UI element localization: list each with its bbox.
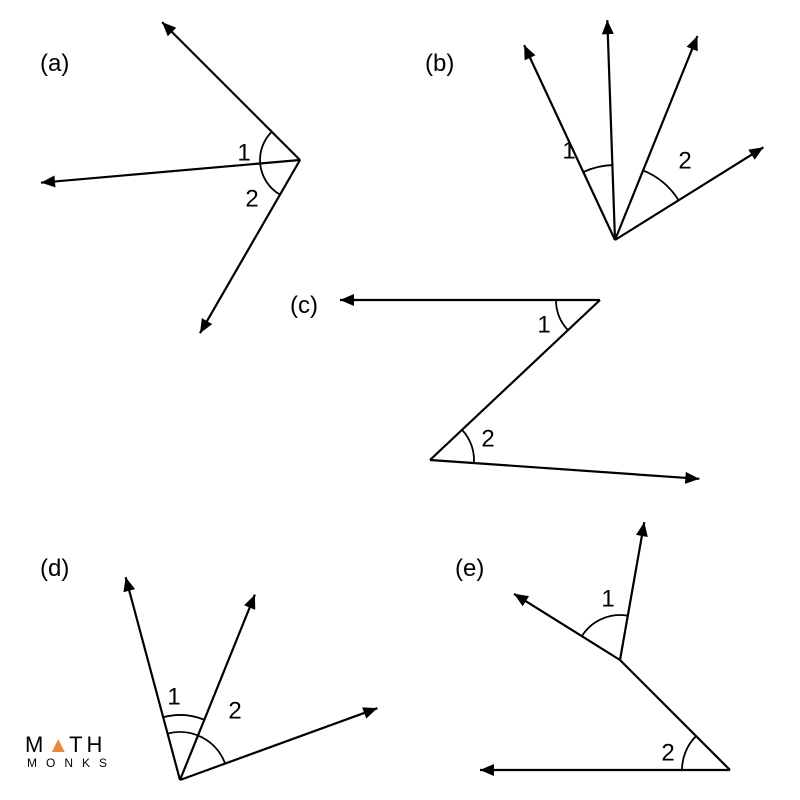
logo-triangle-icon: ▲ bbox=[47, 732, 69, 757]
logo-line1-post: TH bbox=[69, 732, 106, 757]
svg-text:2: 2 bbox=[678, 147, 691, 174]
svg-text:2: 2 bbox=[245, 185, 258, 212]
svg-text:1: 1 bbox=[562, 137, 575, 164]
panel-label: (c) bbox=[290, 292, 318, 320]
svg-text:1: 1 bbox=[167, 683, 180, 710]
panel-label: (d) bbox=[40, 555, 69, 583]
svg-text:2: 2 bbox=[481, 425, 494, 452]
svg-text:2: 2 bbox=[661, 739, 674, 766]
panel-label: (a) bbox=[40, 50, 69, 78]
svg-text:1: 1 bbox=[601, 585, 614, 612]
svg-text:1: 1 bbox=[537, 311, 550, 338]
svg-text:1: 1 bbox=[237, 139, 250, 166]
logo-line1-pre: M bbox=[25, 732, 47, 757]
panel-label: (e) bbox=[455, 555, 484, 583]
svg-text:2: 2 bbox=[228, 697, 241, 724]
logo-line2: MONKS bbox=[27, 756, 116, 770]
brand-logo: M▲TH MONKS bbox=[25, 732, 116, 770]
diagram-canvas: 1 2 1 2 1 2 1 2 1 2 bbox=[0, 0, 800, 800]
panel-label: (b) bbox=[425, 50, 454, 78]
